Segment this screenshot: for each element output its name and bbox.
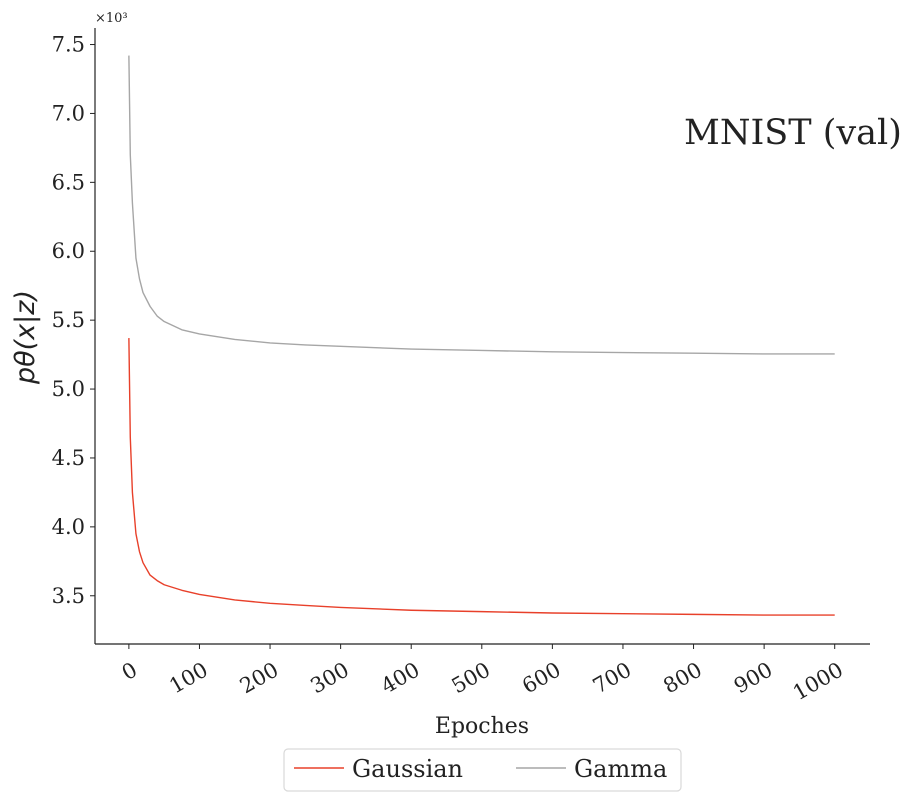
- plot-marks: [128, 55, 835, 616]
- y-tick-label: 7.0: [52, 101, 85, 125]
- axes: [94, 28, 870, 645]
- y-tick-label: 7.5: [52, 33, 85, 57]
- x-tick-label: 700: [589, 658, 636, 699]
- x-ticks: 0 100 200 300 400 500 600 700 800 900 1000: [118, 644, 847, 705]
- x-tick-label: 800: [659, 658, 706, 699]
- y-axis-label: pθ(x|z): [10, 290, 41, 385]
- y-tick-label: 3.5: [52, 584, 85, 608]
- y-ticks: 3.5 4.0 4.5 5.0 5.5 6.0 6.5 7.0 7.5: [52, 33, 95, 608]
- series-line-gamma: [128, 55, 835, 355]
- y-tick-label: 5.0: [52, 377, 85, 401]
- x-tick-label: 400: [377, 658, 424, 699]
- x-tick-label: 100: [165, 658, 212, 699]
- chart-annotation: MNIST (val): [684, 113, 902, 153]
- x-tick-label: 500: [448, 658, 495, 699]
- legend-box: [283, 748, 682, 792]
- series-line-gaussian: [128, 338, 835, 616]
- y-tick-label: 6.0: [52, 239, 85, 263]
- x-tick-label: 300: [306, 658, 353, 699]
- x-tick-label: 0: [118, 658, 142, 685]
- legend-label-gamma: Gamma: [574, 755, 667, 783]
- y-tick-label: 4.0: [52, 515, 85, 539]
- x-tick-label: 600: [518, 658, 565, 699]
- x-tick-label: 200: [236, 658, 283, 699]
- x-tick-label: 1000: [789, 658, 847, 706]
- y-tick-label: 4.5: [52, 446, 85, 470]
- y-multiplier-label: ×10³: [95, 11, 128, 26]
- y-tick-label: 6.5: [52, 170, 85, 194]
- y-tick-label: 5.5: [52, 308, 85, 332]
- legend-label-gaussian: Gaussian: [352, 755, 463, 783]
- x-tick-label: 900: [730, 658, 777, 699]
- legend: Gaussian Gamma: [283, 748, 682, 792]
- x-axis-label: Epoches: [435, 714, 529, 739]
